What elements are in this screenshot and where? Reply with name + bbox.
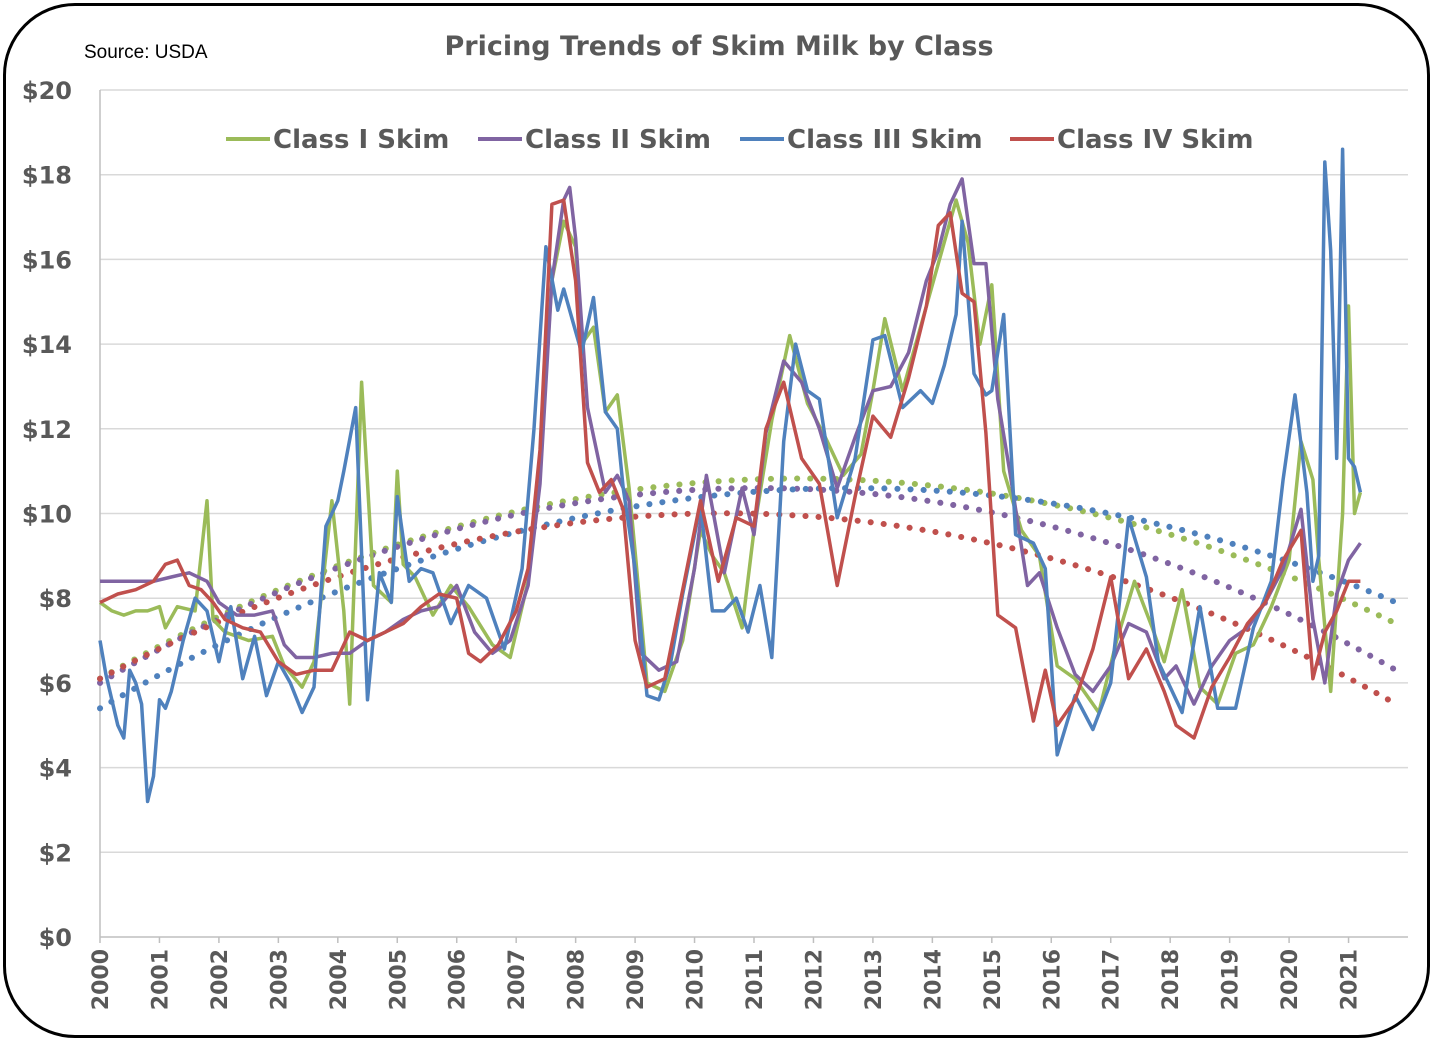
x-tick-label: 2015 — [981, 949, 1006, 1010]
x-tick-label: 2012 — [802, 949, 827, 1010]
y-tick-label: $12 — [22, 416, 72, 444]
trendline-2 — [97, 485, 1400, 686]
y-tick-label: $20 — [22, 77, 72, 105]
series-line-2 — [100, 177, 1362, 706]
chart-source: Source: USDA — [84, 42, 208, 63]
trendline-3 — [97, 485, 1400, 712]
x-tick-label: 2010 — [684, 949, 709, 1010]
x-axis-ticks: 2000 2001 2002 2003 2004 2005 2006 2007 2008 2009… — [89, 949, 1363, 1010]
y-tick-label: $2 — [39, 839, 72, 867]
x-tick-label: 2019 — [1219, 949, 1244, 1010]
series-line-3 — [98, 147, 1363, 804]
gridlines — [99, 89, 1408, 943]
x-tick-label: 2016 — [1040, 949, 1065, 1010]
legend-label: Class IV Skim — [1057, 125, 1253, 155]
x-tick-label: 2007 — [505, 949, 530, 1010]
y-tick-label: $10 — [22, 501, 72, 529]
x-tick-label: 2009 — [624, 949, 649, 1010]
x-tick-label: 2020 — [1278, 949, 1303, 1010]
x-tick-label: 2018 — [1159, 949, 1184, 1010]
y-tick-label: $0 — [39, 924, 72, 952]
y-tick-label: $6 — [39, 670, 72, 698]
series-lines — [98, 147, 1363, 804]
x-tick-label: 2004 — [327, 949, 352, 1010]
x-tick-label: 2006 — [446, 949, 471, 1010]
series-line-4 — [99, 198, 1361, 740]
x-tick-label: 2021 — [1338, 949, 1363, 1010]
x-tick-label: 2013 — [862, 949, 887, 1010]
y-axis-ticks: $0 $2 $4 $6 $8 $10 $12 $14 $16 $18 $20 — [22, 77, 72, 952]
y-tick-label: $8 — [39, 585, 72, 613]
y-tick-label: $4 — [39, 755, 72, 783]
trendlines — [97, 475, 1400, 712]
y-tick-label: $14 — [22, 331, 72, 359]
y-tick-label: $16 — [22, 246, 72, 274]
x-tick-label: 2008 — [565, 949, 590, 1010]
x-tick-label: 2005 — [386, 949, 411, 1010]
series-line-1 — [98, 198, 1363, 715]
legend-label: Class III Skim — [787, 125, 983, 155]
x-tick-label: 2003 — [267, 949, 292, 1010]
x-tick-label: 2001 — [148, 949, 173, 1010]
x-tick-label: 2011 — [743, 949, 768, 1010]
x-tick-label: 2014 — [921, 949, 946, 1010]
x-tick-label: 2000 — [89, 949, 114, 1010]
x-tick-label: 2002 — [208, 949, 233, 1010]
y-tick-label: $18 — [22, 162, 72, 190]
legend: Class I Skim Class II Skim Class III Skim C… — [226, 125, 1253, 155]
trendline-4 — [97, 510, 1400, 708]
chart-frame — [3, 3, 1430, 1038]
legend-label: Class I Skim — [273, 125, 449, 155]
x-tick-label: 2017 — [1100, 949, 1125, 1010]
legend-label: Class II Skim — [525, 125, 711, 155]
chart-title: Pricing Trends of Skim Milk by Class — [444, 31, 993, 62]
